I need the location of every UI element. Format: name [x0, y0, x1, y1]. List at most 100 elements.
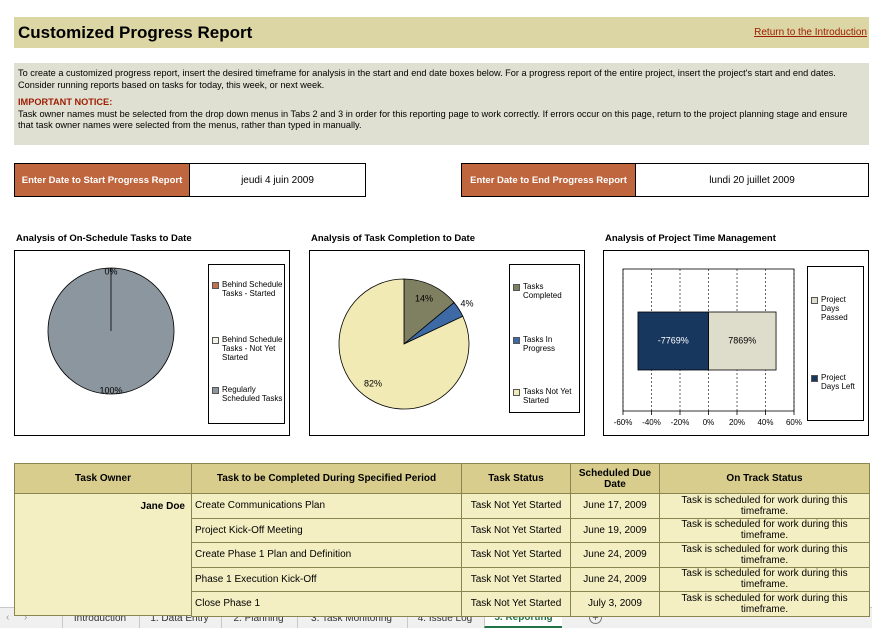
table-cell: July 3, 2009: [570, 591, 660, 617]
x-tick-label: 0%: [703, 418, 715, 427]
x-tick-label: 60%: [786, 418, 802, 427]
table-header: Task to be Completed During Specified Pe…: [191, 463, 462, 494]
date-label: Enter Date to Start Progress Report: [14, 163, 190, 197]
legend-item: Behind Schedule Tasks - Not Yet Started: [212, 335, 283, 362]
intro-text: To create a customized progress report, …: [18, 68, 836, 90]
table-cell: Task is scheduled for work during this t…: [659, 566, 870, 592]
data-label: 100%: [99, 385, 122, 395]
table-cell: Task Not Yet Started: [461, 542, 571, 568]
legend: Behind Schedule Tasks - Started Behind Sc…: [208, 264, 285, 424]
legend-label: Tasks Not Yet Started: [523, 387, 572, 405]
chart-box: -60% -40% -20% 0% 20% 40% 60% 7869% -7769% Projec…: [603, 250, 869, 436]
chart-title: Analysis of On-Schedule Tasks to Date: [16, 233, 192, 244]
legend-marker: [212, 282, 219, 289]
title-bar: Customized Progress Report Return to the…: [14, 17, 869, 48]
legend-marker: [811, 375, 818, 382]
table-cell: June 24, 2009: [570, 542, 660, 568]
legend-item: Project Days Passed: [811, 295, 863, 322]
table-cell: June 19, 2009: [570, 517, 660, 543]
table-cell: Project Kick-Off Meeting: [191, 517, 462, 543]
chart: 0% 100%: [47, 266, 175, 395]
chart-box: 14% 4% 82% Tasks Completed Tasks In Progress…: [309, 250, 585, 436]
intro-link[interactable]: Return to the Introduction: [754, 27, 867, 38]
legend-marker: [513, 284, 520, 291]
pie-slice: [338, 278, 470, 410]
x-tick-label: -40%: [642, 418, 661, 427]
page-title: Customized Progress Report: [18, 23, 253, 42]
data-label: 7869%: [728, 335, 756, 345]
notice-text: Task owner names must be selected from t…: [18, 108, 848, 131]
data-label: 0%: [104, 266, 117, 276]
table-cell: Task is scheduled for work during this t…: [659, 493, 870, 519]
table-cell: Create Phase 1 Plan and Definition: [191, 542, 462, 568]
pie-slice: [403, 278, 455, 345]
x-tick-label: 40%: [757, 418, 773, 427]
date-input: jeudi 4 juin 2009: [190, 163, 366, 197]
legend-label: Behind Schedule Tasks - Not Yet Started: [222, 335, 283, 362]
data-label: 14%: [415, 293, 433, 303]
legend-label: Project Days Left: [821, 373, 855, 391]
table-header: Scheduled Due Date: [570, 463, 660, 494]
table-cell: June 24, 2009: [570, 566, 660, 592]
legend-label: Tasks Completed: [523, 282, 562, 300]
date-input: lundi 20 juillet 2009: [636, 163, 869, 197]
legend-label: Project Days Passed: [821, 295, 848, 322]
pie-slice: [47, 267, 175, 395]
notice-title: IMPORTANT NOTICE:: [18, 97, 113, 107]
chart-title: Analysis of Project Time Management: [605, 233, 776, 244]
table-header: Task Status: [461, 463, 571, 494]
legend-label: Tasks In Progress: [523, 335, 556, 353]
sheet-tab[interactable]: 1. Data Entry: [139, 608, 219, 628]
chart-box: 0% 100% Behind Schedule Tasks - Started Beh…: [14, 250, 290, 436]
scroll-right[interactable]: ›: [24, 612, 28, 623]
legend-marker: [513, 337, 520, 344]
table-header: Task Owner: [14, 463, 192, 494]
scroll-left[interactable]: ‹: [6, 612, 10, 623]
x-tick-label: -20%: [671, 418, 690, 427]
legend-marker: [212, 387, 219, 394]
legend: Tasks Completed Tasks In Progress Tasks No…: [509, 264, 580, 413]
legend-item: Project Days Left: [811, 373, 863, 391]
table-header: On Track Status: [659, 463, 870, 494]
legend-item: Tasks In Progress: [513, 335, 578, 353]
table-cell: Task Not Yet Started: [461, 591, 571, 617]
owner-cell: Jane Doe: [14, 493, 192, 616]
bar: [708, 311, 777, 371]
legend-marker: [212, 337, 219, 344]
table-cell: Task is scheduled for work during this t…: [659, 542, 870, 568]
bar: [637, 311, 709, 371]
date-label: Enter Date to End Progress Report: [461, 163, 636, 197]
data-label: 4%: [460, 298, 473, 308]
x-tick-label: -60%: [614, 418, 633, 427]
data-label: 82%: [364, 378, 382, 388]
legend-item: Tasks Not Yet Started: [513, 387, 578, 405]
legend-label: Regularly Scheduled Tasks: [222, 385, 283, 403]
table-cell: Task Not Yet Started: [461, 566, 571, 592]
legend-item: Tasks Completed: [513, 282, 578, 300]
table-cell: Task is scheduled for work during this t…: [659, 591, 870, 617]
sheet-tab[interactable]: Introduction: [62, 608, 137, 628]
table-cell: Phase 1 Execution Kick-Off: [191, 566, 462, 592]
legend: Project Days Passed Project Days Left: [807, 266, 864, 421]
legend-item: Regularly Scheduled Tasks: [212, 385, 283, 403]
table-cell: Close Phase 1: [191, 591, 462, 617]
intro-box: To create a customized progress report, …: [14, 63, 869, 145]
data-label: -7769%: [658, 335, 689, 345]
legend-marker: [513, 389, 520, 396]
legend-marker: [811, 297, 818, 304]
legend-label: Behind Schedule Tasks - Started: [222, 280, 283, 298]
legend-item: Behind Schedule Tasks - Started: [212, 280, 283, 298]
table-cell: June 17, 2009: [570, 493, 660, 519]
table-cell: Task Not Yet Started: [461, 517, 571, 543]
chart-title: Analysis of Task Completion to Date: [311, 233, 475, 244]
x-tick-label: 20%: [729, 418, 745, 427]
sheet-tab[interactable]: 3. Task Monitoring: [297, 608, 405, 628]
chart: 14% 4% 82%: [338, 278, 474, 410]
table-cell: Create Communications Plan: [191, 493, 462, 519]
table-cell: Task is scheduled for work during this t…: [659, 517, 870, 543]
table-cell: Task Not Yet Started: [461, 493, 571, 519]
sheet-tab[interactable]: 4. Issue Log: [407, 608, 482, 628]
chart: -60% -40% -20% 0% 20% 40% 60% 7869% -7769%: [614, 268, 802, 427]
sheet-tab[interactable]: 2. Planning: [221, 608, 295, 628]
